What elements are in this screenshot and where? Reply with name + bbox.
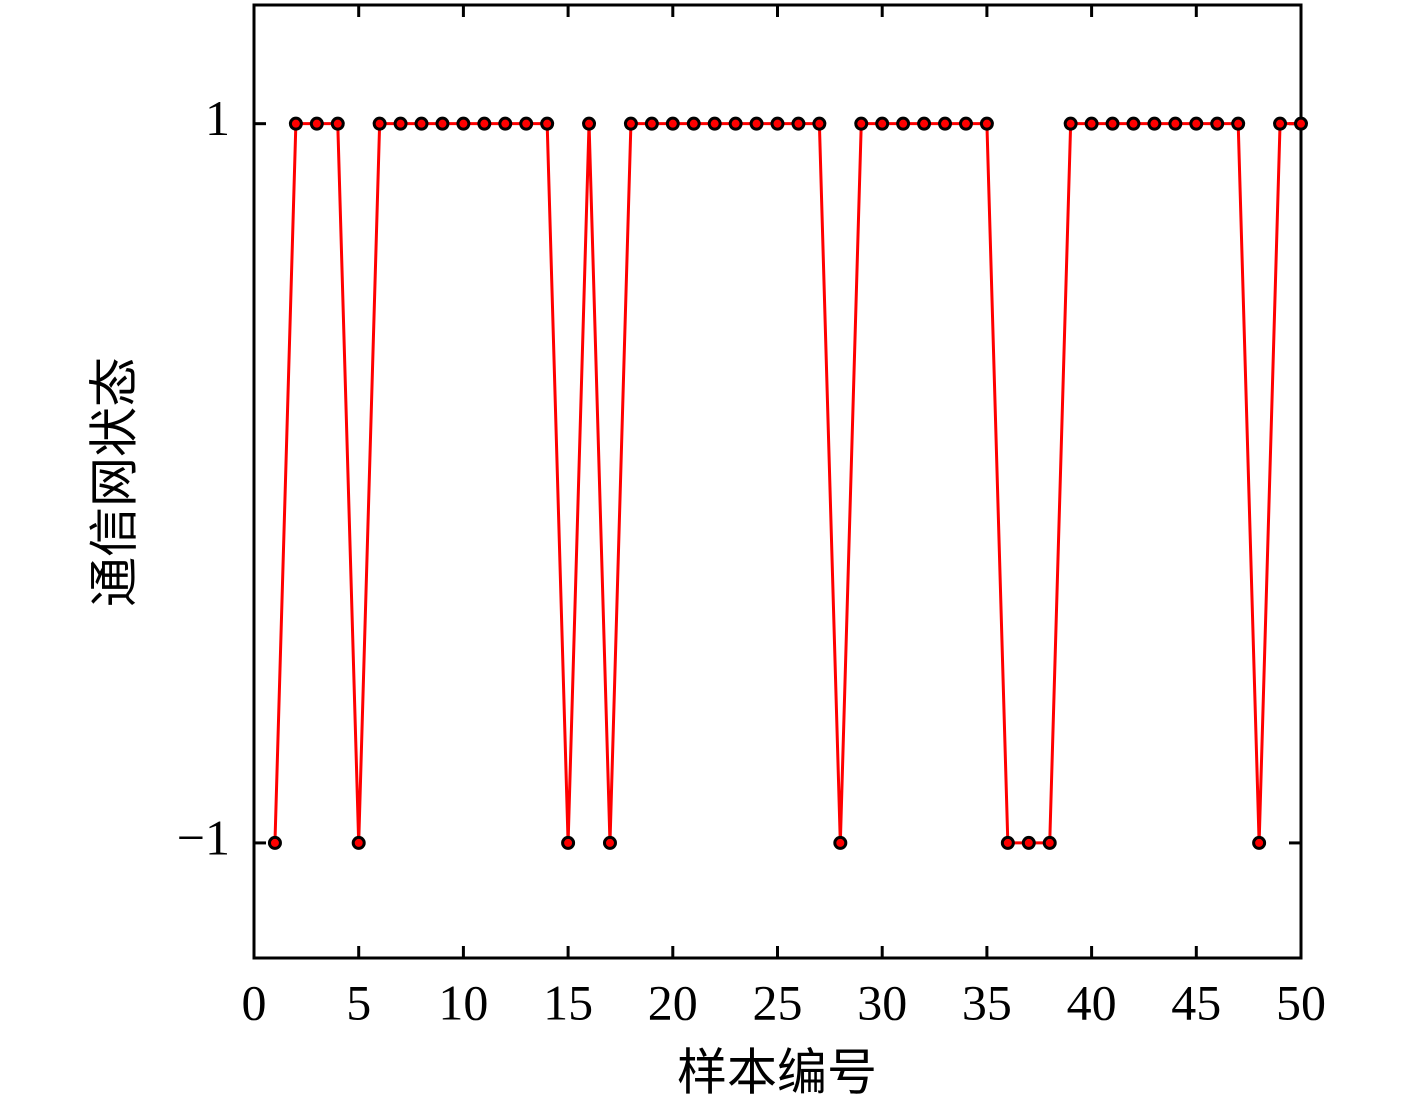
marker (917, 116, 932, 131)
marker (1189, 116, 1204, 131)
x-tick-label: 50 (1276, 974, 1326, 1030)
marker (393, 116, 408, 131)
x-tick-label: 35 (962, 974, 1012, 1030)
marker (1294, 116, 1308, 131)
marker (749, 116, 764, 131)
marker (623, 116, 638, 131)
marker (686, 116, 701, 131)
marker (582, 116, 597, 131)
x-tick-label: 5 (346, 974, 371, 1030)
x-tick-label: 40 (1067, 974, 1117, 1030)
marker (288, 116, 303, 131)
marker (498, 116, 513, 131)
x-tick-label: 0 (242, 974, 267, 1030)
line (273, 122, 1301, 845)
marker (602, 835, 617, 850)
marker (1210, 116, 1225, 131)
y-tick-label: 1 (205, 90, 230, 146)
marker (1063, 116, 1078, 131)
marker (1231, 116, 1246, 131)
marker (665, 116, 680, 131)
marker (791, 116, 806, 131)
marker (1273, 116, 1288, 131)
marker (519, 116, 534, 131)
marker (1105, 116, 1120, 131)
x-tick-label: 30 (857, 974, 907, 1030)
marker (414, 116, 429, 131)
marker (477, 116, 492, 131)
y-axis-label: 通信网状态 (86, 357, 142, 607)
x-axis-label: 样本编号 (677, 1044, 877, 1100)
marker (833, 835, 848, 850)
marker (707, 116, 722, 131)
x-tick-label: 20 (648, 974, 698, 1030)
marker (435, 116, 450, 131)
marker (1147, 116, 1162, 131)
marker (1021, 835, 1036, 850)
x-tick-label: 45 (1171, 974, 1221, 1030)
marker (1000, 835, 1015, 850)
marker (330, 116, 345, 131)
marker (561, 835, 576, 850)
marker (979, 116, 994, 131)
marker (938, 116, 953, 131)
marker (372, 116, 387, 131)
marker (351, 835, 366, 850)
y-tick-label: −1 (177, 809, 230, 865)
marker (267, 835, 282, 850)
marker (540, 116, 555, 131)
marker (854, 116, 869, 131)
x-tick-label: 10 (438, 974, 488, 1030)
marker (1126, 116, 1141, 131)
marker (770, 116, 785, 131)
marker (896, 116, 911, 131)
marker (1252, 835, 1267, 850)
marker (728, 116, 743, 131)
plot-frame (252, 3, 1303, 960)
x-tick-label: 15 (543, 974, 593, 1030)
marker (644, 116, 659, 131)
x-tick-label: 25 (753, 974, 803, 1030)
marker (1168, 116, 1183, 131)
marker (456, 116, 471, 131)
marker (309, 116, 324, 131)
marker (812, 116, 827, 131)
marker (875, 116, 890, 131)
marker (1084, 116, 1099, 131)
marker (958, 116, 973, 131)
marker (1042, 835, 1057, 850)
